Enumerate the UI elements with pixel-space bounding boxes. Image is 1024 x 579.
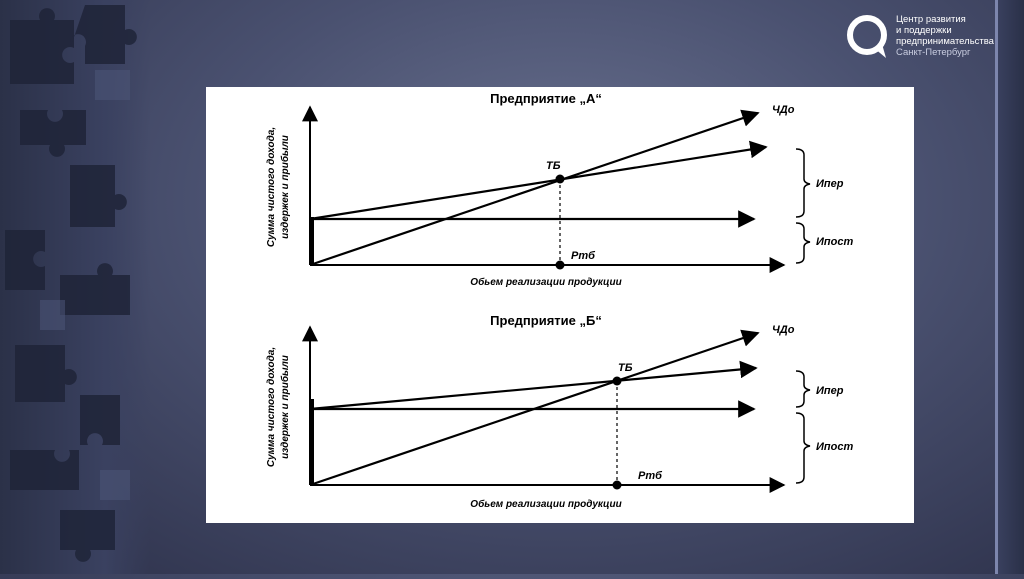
diagram-a-fixed-label: Ипост: [816, 236, 853, 248]
diagram-a: Предприятие „А“ ТБ Ртб ЧДо Ипер Ипост: [266, 91, 853, 288]
diagram-a-x-label: Обьем реализации продукции: [470, 276, 621, 288]
diagram-a-ptb-label: Ртб: [571, 250, 596, 262]
logo-line-3: предпринимательства: [896, 36, 994, 47]
puzzle-pieces-icon: [5, 5, 137, 562]
diagram-a-y-label-line1: Сумма чистого дохода,: [266, 127, 277, 247]
diagram-b-total-costs-line: [309, 360, 758, 411]
diagram-b-title: Предприятие „Б“: [490, 313, 602, 328]
diagram-a-var-bracket: [795, 148, 811, 218]
diagram-b-var-bracket: [795, 370, 811, 408]
diagram-b: Предприятие „Б“ ТБ Ртб ЧДо Ипер Ипост Об…: [266, 313, 853, 510]
diagram-a-chd-label: ЧДо: [772, 104, 795, 116]
diagram-a-tb-label: ТБ: [546, 160, 561, 172]
puzzle-decoration: [0, 0, 150, 574]
diagram-a-fixed-bracket: [795, 222, 811, 264]
diagram-a-var-label: Ипер: [816, 178, 844, 190]
diagram-b-ptb-label: Ртб: [638, 470, 663, 482]
diagram-b-fixed-label: Ипост: [816, 441, 853, 453]
diagram-a-title: Предприятие „А“: [490, 91, 602, 106]
diagram-b-y-label: Сумма чистого дохода, издержек и прибыли: [266, 347, 291, 467]
diagram-b-y-label-line2: издержек и прибыли: [279, 355, 291, 459]
diagram-b-y-label-line1: Сумма чистого дохода,: [266, 347, 277, 467]
diagram-a-y-label: Сумма чистого дохода, издержек и прибыли: [266, 127, 291, 247]
diagram-b-var-label: Ипер: [816, 385, 844, 397]
diagram-b-ptb-point: [612, 480, 622, 490]
diagram-b-net-income-line: [309, 329, 760, 487]
slide-right-edge: [995, 0, 1024, 574]
speech-bubble-logo-icon: [847, 15, 887, 58]
logo-text: Центр развития и поддержки предпринимате…: [896, 14, 994, 58]
diagram-b-chd-label: ЧДо: [772, 324, 795, 336]
logo-line-4: Санкт-Петербург: [896, 47, 971, 58]
logo-line-1: Центр развития: [896, 14, 966, 25]
diagram-b-fixed-bracket: [795, 412, 811, 484]
diagram-a-net-income-line: [309, 109, 760, 267]
diagram-a-total-costs-line: [309, 140, 768, 221]
diagram-a-ptb-point: [555, 260, 565, 270]
diagram-b-tb-label: ТБ: [618, 362, 633, 374]
diagram-a-y-label-line2: издержек и прибыли: [279, 135, 291, 239]
diagram-panel: Предприятие „А“ ТБ Ртб ЧДо Ипер Ипост: [206, 87, 914, 523]
diagram-b-x-label: Обьем реализации продукции: [470, 498, 621, 510]
logo-line-2: и поддержки: [896, 25, 952, 36]
logo: Центр развития и поддержки предпринимате…: [846, 12, 996, 62]
diagram-canvas: Предприятие „А“ ТБ Ртб ЧДо Ипер Ипост: [266, 91, 853, 510]
